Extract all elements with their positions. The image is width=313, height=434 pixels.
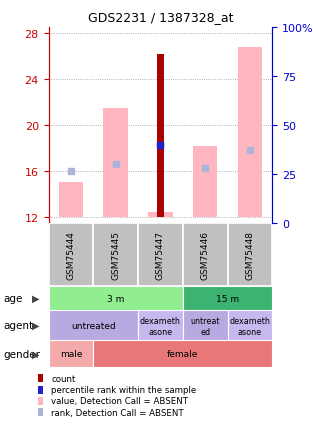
Text: asone: asone (148, 328, 172, 337)
Text: ▶: ▶ (32, 349, 40, 358)
Bar (183, 310, 228, 341)
Text: count: count (51, 374, 75, 383)
Text: asone: asone (238, 328, 262, 337)
Text: agent: agent (3, 321, 33, 330)
Bar (183, 224, 228, 286)
Text: 15 m: 15 m (216, 294, 239, 303)
Bar (49, 286, 183, 310)
Text: rank, Detection Call = ABSENT: rank, Detection Call = ABSENT (51, 408, 184, 417)
Text: GSM75444: GSM75444 (66, 230, 75, 279)
Bar (93, 341, 272, 367)
Text: female: female (167, 349, 198, 358)
Bar (49, 341, 93, 367)
Text: 3 m: 3 m (107, 294, 124, 303)
Text: GSM75447: GSM75447 (156, 230, 165, 279)
Text: age: age (3, 293, 23, 303)
Bar (183, 286, 272, 310)
Text: gender: gender (3, 349, 40, 358)
Bar (228, 224, 272, 286)
Text: dexameth: dexameth (229, 316, 270, 326)
Bar (138, 310, 183, 341)
Bar (138, 224, 183, 286)
Text: GSM75448: GSM75448 (245, 230, 254, 279)
Bar (103, 108, 128, 218)
Bar (238, 48, 262, 218)
Bar (59, 182, 83, 218)
Text: value, Detection Call = ABSENT: value, Detection Call = ABSENT (51, 397, 188, 405)
Bar (157, 55, 164, 218)
Text: male: male (60, 349, 82, 358)
Title: GDS2231 / 1387328_at: GDS2231 / 1387328_at (88, 11, 233, 24)
Text: percentile rank within the sample: percentile rank within the sample (51, 385, 196, 394)
Text: untreat: untreat (190, 316, 220, 326)
Text: dexameth: dexameth (140, 316, 181, 326)
Text: GSM75446: GSM75446 (201, 230, 210, 279)
Bar (148, 212, 173, 218)
Text: ed: ed (200, 328, 210, 337)
Text: GSM75445: GSM75445 (111, 230, 120, 279)
Text: ▶: ▶ (32, 321, 40, 330)
Bar (49, 224, 93, 286)
Bar (93, 224, 138, 286)
Text: untreated: untreated (71, 321, 115, 330)
Text: ▶: ▶ (32, 293, 40, 303)
Bar (193, 147, 218, 218)
Bar (49, 310, 138, 341)
Bar (228, 310, 272, 341)
